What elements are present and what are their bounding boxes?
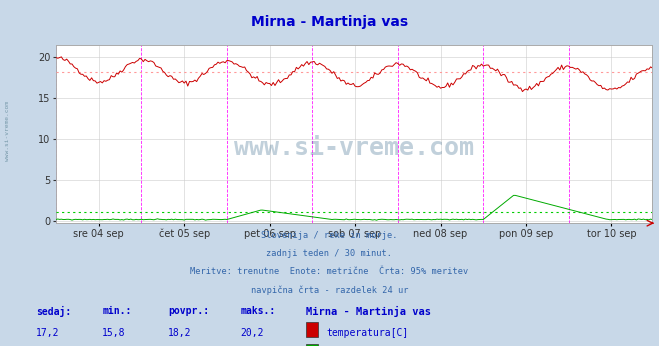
Text: povpr.:: povpr.: xyxy=(168,306,209,316)
Text: maks.:: maks.: xyxy=(241,306,275,316)
Text: 17,2: 17,2 xyxy=(36,328,60,338)
Text: Meritve: trenutne  Enote: metrične  Črta: 95% meritev: Meritve: trenutne Enote: metrične Črta: … xyxy=(190,267,469,276)
Text: www.si-vreme.com: www.si-vreme.com xyxy=(5,101,11,162)
Text: 15,8: 15,8 xyxy=(102,328,126,338)
Text: zadnji teden / 30 minut.: zadnji teden / 30 minut. xyxy=(266,249,393,258)
Text: www.si-vreme.com: www.si-vreme.com xyxy=(234,136,474,160)
Text: Slovenija / reke in morje.: Slovenija / reke in morje. xyxy=(261,231,398,240)
Text: navpična črta - razdelek 24 ur: navpična črta - razdelek 24 ur xyxy=(251,285,408,294)
Text: temperatura[C]: temperatura[C] xyxy=(326,328,409,338)
Text: Mirna - Martinja vas: Mirna - Martinja vas xyxy=(251,16,408,29)
Text: 18,2: 18,2 xyxy=(168,328,192,338)
Text: Mirna - Martinja vas: Mirna - Martinja vas xyxy=(306,306,432,317)
Text: min.:: min.: xyxy=(102,306,132,316)
Text: 20,2: 20,2 xyxy=(241,328,264,338)
Text: sedaj:: sedaj: xyxy=(36,306,71,317)
